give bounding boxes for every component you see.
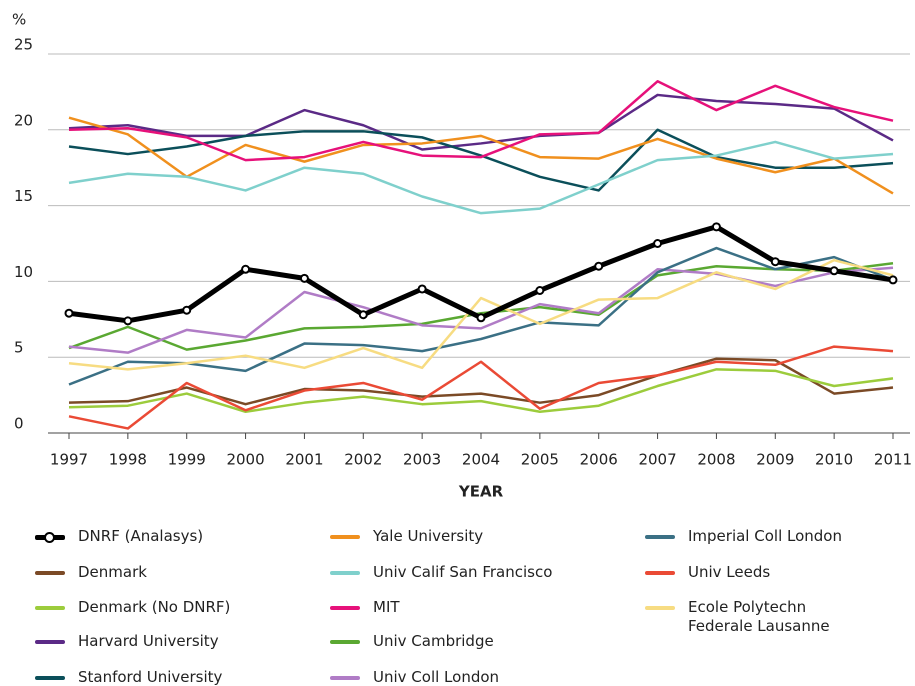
- legend-swatch: [330, 606, 360, 610]
- legend-item: Univ Leeds: [645, 563, 858, 582]
- legend-item: Univ Coll London: [330, 668, 573, 686]
- data-point: [535, 285, 545, 295]
- x-tick-label: 2011: [874, 451, 912, 469]
- legend-label: Stanford University: [78, 668, 223, 686]
- legend-item: Ecole Polytechn Federale Lausanne: [645, 598, 858, 636]
- legend-label: Imperial Coll London: [688, 527, 842, 545]
- legend-swatch: [645, 535, 675, 539]
- x-tick-label: 2002: [344, 451, 382, 469]
- data-point: [182, 305, 192, 315]
- legend-label: Univ Calif San Francisco: [373, 563, 553, 581]
- y-tick-label: 0: [14, 415, 24, 433]
- legend-swatch: [35, 640, 65, 644]
- series-line: [68, 246, 894, 386]
- series-line: [68, 128, 894, 192]
- legend-swatch: [330, 676, 360, 680]
- legend-label: Ecole Polytechn Federale Lausanne: [688, 598, 830, 635]
- x-axis-label: YEAR: [458, 483, 504, 501]
- data-point: [241, 264, 251, 274]
- legend-label: Univ Leeds: [688, 563, 771, 581]
- legend-label: Yale University: [373, 527, 484, 545]
- legend-swatch: [645, 606, 675, 610]
- y-tick-label: 20: [14, 111, 33, 129]
- legend-label: Harvard University: [78, 632, 219, 650]
- legend-swatch: [35, 676, 65, 680]
- legend-swatch: [35, 571, 65, 575]
- legend-item: DNRF (Analasys): [35, 527, 278, 546]
- data-point: [476, 313, 486, 323]
- legend-item: Univ Cambridge: [330, 632, 573, 651]
- data-point: [770, 257, 780, 267]
- legend-swatch: [330, 571, 360, 575]
- legend-item: Stanford University: [35, 668, 278, 686]
- series-line: [68, 368, 894, 414]
- series-line: [68, 261, 894, 351]
- legend-swatch: [35, 606, 65, 610]
- x-tick-label: 2004: [462, 451, 500, 469]
- data-point: [299, 273, 309, 283]
- data-point: [594, 261, 604, 271]
- legend-swatch: [645, 571, 675, 575]
- y-tick-label: 15: [14, 187, 33, 205]
- x-tick-label: 2006: [580, 451, 618, 469]
- legend-item: Univ Calif San Francisco: [330, 563, 573, 582]
- y-tick-label: 5: [14, 339, 24, 357]
- x-tick-label: 2005: [521, 451, 559, 469]
- legend-swatch: [35, 532, 65, 543]
- legend-item: MIT: [330, 598, 573, 617]
- series-line: [68, 140, 894, 215]
- series-line: [68, 116, 894, 195]
- legend-label: Denmark (No DNRF): [78, 598, 231, 616]
- legend-label: Univ Coll London: [373, 668, 500, 686]
- legend-label: MIT: [373, 598, 400, 616]
- data-point: [829, 266, 839, 276]
- y-axis-label: %: [12, 11, 26, 29]
- legend-item: Denmark: [35, 563, 278, 582]
- data-point: [888, 275, 898, 285]
- series-line: [68, 93, 894, 151]
- x-tick-label: 2003: [403, 451, 441, 469]
- data-point: [653, 239, 663, 248]
- legend-swatch: [330, 640, 360, 644]
- series-line: [68, 345, 894, 430]
- data-point: [123, 316, 133, 326]
- x-tick-label: 1999: [168, 451, 206, 469]
- series-line: [68, 266, 894, 354]
- x-tick-label: 1997: [50, 451, 88, 469]
- legend-swatch: [330, 535, 360, 539]
- x-tick-label: 2001: [285, 451, 323, 469]
- data-point: [358, 310, 368, 320]
- legend-item: Harvard University: [35, 632, 278, 651]
- legend-label: DNRF (Analasys): [78, 527, 204, 545]
- legend-label: Denmark: [78, 563, 147, 581]
- legend-item: Imperial Coll London: [645, 527, 858, 546]
- x-tick-label: 2008: [697, 451, 735, 469]
- series-line: [68, 258, 894, 371]
- x-tick-label: 2007: [638, 451, 676, 469]
- series-line: [68, 80, 894, 162]
- data-point: [64, 308, 74, 318]
- x-tick-label: 2000: [226, 451, 264, 469]
- data-point: [711, 222, 721, 232]
- legend-label: Univ Cambridge: [373, 632, 494, 650]
- x-tick-label: 2009: [756, 451, 794, 469]
- data-point: [417, 284, 427, 294]
- x-tick-label: 2010: [815, 451, 853, 469]
- series-line: [68, 224, 894, 324]
- y-tick-label: 25: [14, 36, 33, 54]
- y-tick-label: 10: [14, 263, 33, 281]
- legend-item: Denmark (No DNRF): [35, 598, 278, 617]
- x-tick-label: 1998: [109, 451, 147, 469]
- legend-marker: [44, 532, 55, 543]
- legend-item: Yale University: [330, 527, 573, 546]
